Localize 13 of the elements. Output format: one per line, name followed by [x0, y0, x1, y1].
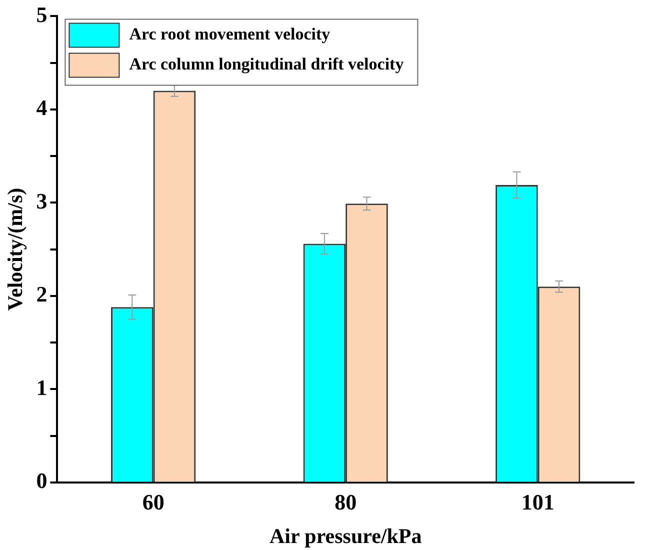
x-tick-label: 80 [334, 489, 357, 514]
y-tick-label: 2 [36, 282, 48, 307]
y-tick-label: 1 [36, 374, 48, 400]
legend-label: Arc column longitudinal drift velocity [129, 54, 404, 74]
legend-label: Arc root movement velocity [129, 24, 331, 44]
y-tick-label: 0 [36, 468, 48, 494]
x-tick-label: 60 [142, 489, 164, 514]
y-tick-label: 4 [36, 95, 48, 120]
y-tick-label: 3 [36, 188, 48, 214]
x-axis-title: Air pressure/kPa [269, 524, 422, 548]
y-tick-label: 5 [36, 2, 48, 27]
x-tick-label: 101 [521, 489, 554, 514]
y-axis-title: Velocity/(m/s) [3, 188, 28, 311]
